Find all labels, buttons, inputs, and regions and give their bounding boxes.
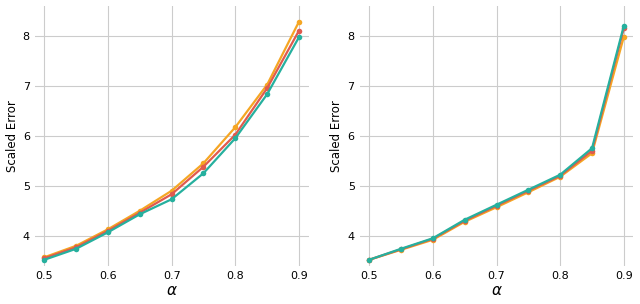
- X-axis label: α: α: [166, 283, 177, 299]
- Y-axis label: Scaled Error: Scaled Error: [6, 100, 19, 172]
- Y-axis label: Scaled Error: Scaled Error: [330, 100, 344, 172]
- X-axis label: α: α: [492, 283, 502, 299]
